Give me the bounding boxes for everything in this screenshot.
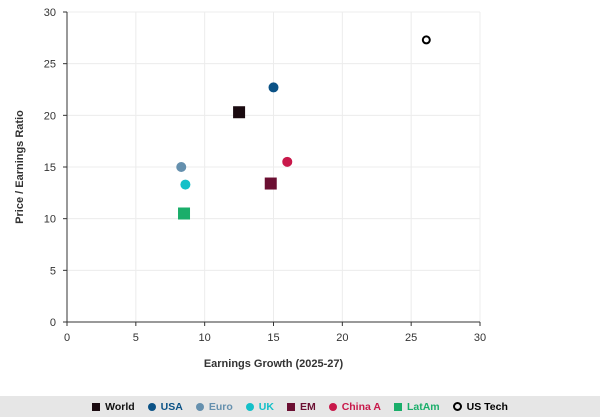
x-tick-label: 20 bbox=[336, 332, 348, 344]
y-tick-label: 10 bbox=[44, 214, 56, 226]
point-em bbox=[264, 177, 277, 190]
legend-label: UK bbox=[258, 400, 274, 413]
x-tick-label: 10 bbox=[199, 332, 211, 344]
square-marker-icon bbox=[393, 402, 402, 411]
legend-label: World bbox=[105, 400, 135, 413]
x-axis-label: Earnings Growth (2025-27) bbox=[204, 358, 344, 370]
y-tick-label: 5 bbox=[50, 265, 56, 277]
open-circle-marker-icon bbox=[452, 402, 462, 411]
y-tick-label: 30 bbox=[44, 7, 56, 19]
legend-item-usa: USA bbox=[147, 400, 183, 413]
x-tick-label: 25 bbox=[405, 332, 417, 344]
circle-marker-icon bbox=[328, 402, 337, 411]
y-tick-label: 0 bbox=[50, 317, 56, 329]
y-tick-label: 25 bbox=[44, 59, 56, 71]
legend-label: LatAm bbox=[406, 400, 440, 413]
point-uk bbox=[180, 179, 191, 190]
square-marker-icon bbox=[286, 402, 295, 411]
legend-label: USA bbox=[160, 400, 183, 413]
legend-item-latam: LatAm bbox=[393, 400, 440, 413]
y-axis-label: Price / Earnings Ratio bbox=[14, 110, 26, 224]
legend-item-china-a: China A bbox=[328, 400, 381, 413]
x-tick-label: 15 bbox=[267, 332, 279, 344]
legend-item-us-tech: US Tech bbox=[452, 400, 508, 413]
legend-label: US Tech bbox=[466, 400, 508, 413]
point-latam bbox=[178, 207, 191, 220]
legend-item-world: World bbox=[92, 401, 135, 413]
legend-label: China A bbox=[341, 400, 381, 413]
square-marker-icon bbox=[92, 402, 101, 411]
y-tick-label: 20 bbox=[44, 110, 56, 122]
x-tick-label: 30 bbox=[474, 332, 486, 344]
point-china-a bbox=[282, 156, 293, 167]
x-tick-label: 0 bbox=[64, 332, 70, 344]
scatter-chart: 0 5 10 15 20 25 30 0 5 10 15 20 25 30 Earnings Growth … bbox=[14, 7, 486, 370]
y-tick-label: 15 bbox=[44, 162, 56, 174]
point-us-tech bbox=[421, 35, 431, 45]
point-world bbox=[233, 106, 246, 119]
circle-marker-icon bbox=[245, 402, 254, 411]
legend-item-em: EM bbox=[286, 400, 316, 413]
legend-label: EM bbox=[299, 400, 316, 413]
point-euro bbox=[176, 162, 187, 172]
circle-marker-icon bbox=[147, 402, 156, 411]
circle-marker-icon bbox=[195, 402, 204, 411]
legend-item-euro: Euro bbox=[195, 400, 233, 413]
x-tick-label: 5 bbox=[133, 332, 139, 344]
point-usa bbox=[268, 82, 279, 93]
legend-item-uk: UK bbox=[245, 400, 274, 413]
legend: World USA Euro UK EM China A LatAm US Tech bbox=[0, 396, 600, 417]
legend-label: Euro bbox=[208, 400, 233, 413]
